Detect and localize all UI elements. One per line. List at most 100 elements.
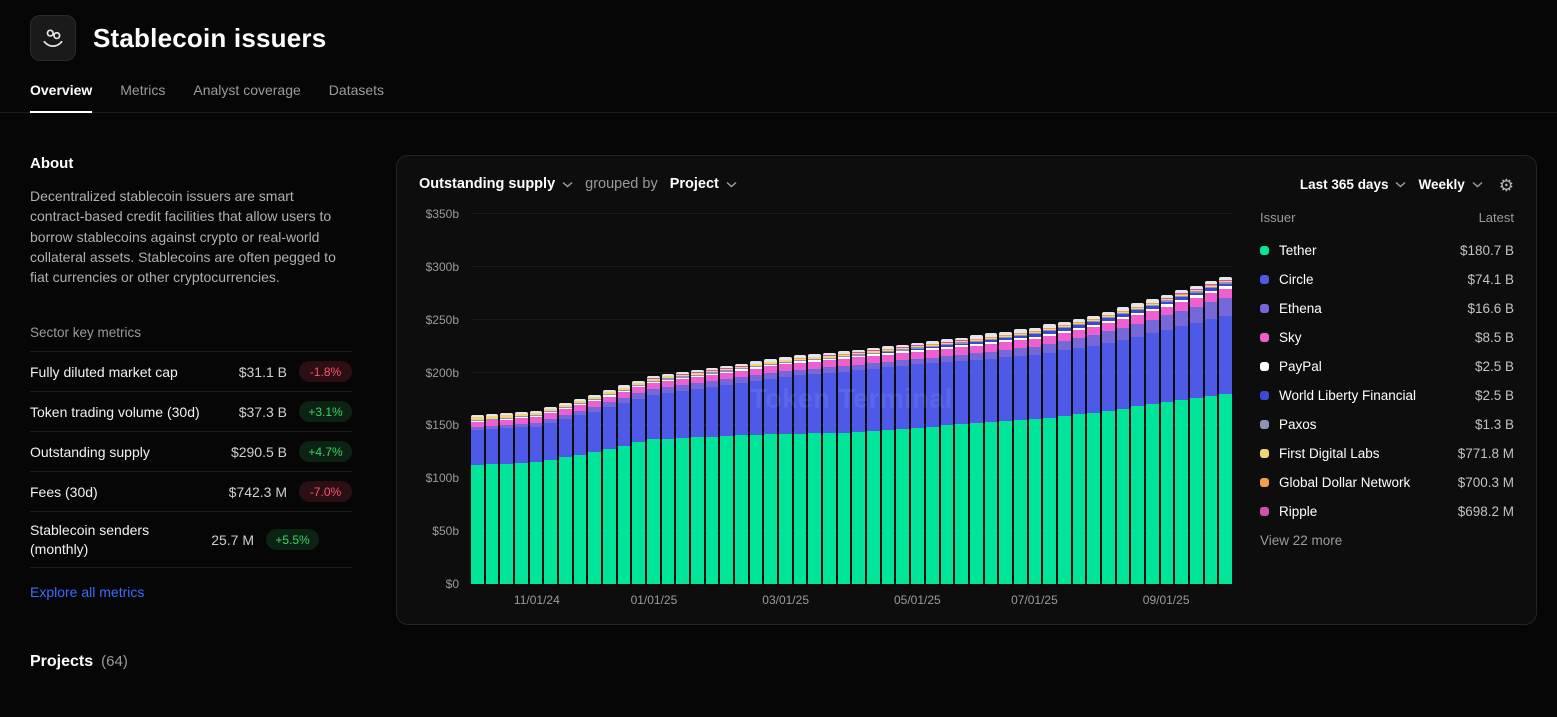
stacked-bar[interactable] xyxy=(808,214,822,584)
chart-settings-button[interactable]: ⚙ xyxy=(1495,175,1514,194)
stacked-bar[interactable] xyxy=(1219,214,1232,584)
bar-segment-circle xyxy=(500,428,514,464)
stacked-bar[interactable] xyxy=(749,214,763,584)
stacked-bar[interactable] xyxy=(881,214,895,584)
stacked-bar[interactable] xyxy=(676,214,690,584)
stacked-bar[interactable] xyxy=(1101,214,1115,584)
legend-issuer-name: PayPal xyxy=(1279,359,1322,374)
stacked-bar[interactable] xyxy=(1116,214,1130,584)
stacked-bar[interactable] xyxy=(852,214,866,584)
stacked-bar[interactable] xyxy=(925,214,939,584)
stacked-bar[interactable] xyxy=(647,214,660,584)
legend-issuer-name: Paxos xyxy=(1279,417,1317,432)
stacked-bar[interactable] xyxy=(984,214,998,584)
stacked-bar[interactable] xyxy=(1204,214,1218,584)
stacked-bar[interactable] xyxy=(720,214,734,584)
legend-row-ripple[interactable]: Ripple $698.2 M xyxy=(1260,497,1514,526)
bar-segment-paxos xyxy=(544,411,558,413)
stacked-bar[interactable] xyxy=(617,214,631,584)
projects-title-label: Projects xyxy=(30,653,94,670)
metric-selector[interactable]: Outstanding supply xyxy=(419,172,573,196)
interval-selector[interactable]: Weekly xyxy=(1418,173,1483,196)
stacked-bar[interactable] xyxy=(632,214,646,584)
explore-all-metrics-link[interactable]: Explore all metrics xyxy=(30,583,145,600)
bar-segment-first-digital-labs xyxy=(735,366,748,369)
bar-segment-first-digital-labs xyxy=(1116,311,1130,313)
legend-row-paypal[interactable]: PayPal $2.5 B xyxy=(1260,352,1514,381)
stacked-bar[interactable] xyxy=(1028,214,1042,584)
legend-row-sky[interactable]: Sky $8.5 B xyxy=(1260,323,1514,352)
stacked-bar[interactable] xyxy=(1013,214,1027,584)
x-axis-label: 09/01/25 xyxy=(1142,593,1190,607)
stacked-bar[interactable] xyxy=(823,214,836,584)
bar-segment-others xyxy=(911,342,924,346)
stacked-bar[interactable] xyxy=(544,214,558,584)
bar-segment-circle xyxy=(647,394,660,440)
view-more-link[interactable]: View 22 more xyxy=(1260,533,1343,548)
legend-row-tether[interactable]: Tether $180.7 B xyxy=(1260,236,1514,265)
stacked-bar[interactable] xyxy=(1087,214,1100,584)
stacked-bar[interactable] xyxy=(867,214,880,584)
bar-segment-first-digital-labs xyxy=(573,400,587,404)
stacked-bar[interactable] xyxy=(955,214,968,584)
stacked-bar[interactable] xyxy=(764,214,778,584)
stacked-bar[interactable] xyxy=(573,214,587,584)
stacked-bar[interactable] xyxy=(485,214,499,584)
bar-segment-world-liberty-financial xyxy=(1028,334,1042,337)
stacked-bar[interactable] xyxy=(735,214,748,584)
legend-latest-value: $16.6 B xyxy=(1467,301,1514,316)
stacked-bar[interactable] xyxy=(1189,214,1203,584)
stacked-bar[interactable] xyxy=(500,214,514,584)
bar-segment-sky xyxy=(984,343,998,352)
tab-analyst-coverage[interactable]: Analyst coverage xyxy=(193,82,301,98)
bar-segment-ethena xyxy=(661,387,675,393)
stacked-bar[interactable] xyxy=(588,214,602,584)
bar-segment-global-dollar-network xyxy=(1087,319,1100,320)
stacked-bar[interactable] xyxy=(940,214,954,584)
bar-segment-sky xyxy=(1219,288,1232,298)
legend-row-global-dollar-network[interactable]: Global Dollar Network $700.3 M xyxy=(1260,468,1514,497)
group-selector[interactable]: Project xyxy=(670,172,737,196)
legend-row-first-digital-labs[interactable]: First Digital Labs $771.8 M xyxy=(1260,439,1514,468)
stacked-bar[interactable] xyxy=(1145,214,1159,584)
legend-row-circle[interactable]: Circle $74.1 B xyxy=(1260,265,1514,294)
bar-segment-ethena xyxy=(603,402,616,408)
stacked-bar[interactable] xyxy=(691,214,704,584)
stacked-bar[interactable] xyxy=(837,214,851,584)
stacked-bar[interactable] xyxy=(896,214,910,584)
stacked-bar[interactable] xyxy=(1160,214,1174,584)
stacked-bar[interactable] xyxy=(1043,214,1056,584)
stacked-bar[interactable] xyxy=(1072,214,1086,584)
bar-segment-paypal xyxy=(603,395,616,397)
stacked-bar[interactable] xyxy=(1131,214,1144,584)
tab-datasets[interactable]: Datasets xyxy=(328,82,385,98)
bar-segment-ethena xyxy=(969,353,983,360)
stacked-bar[interactable] xyxy=(1057,214,1071,584)
stacked-bar[interactable] xyxy=(1175,214,1188,584)
bar-segment-sky xyxy=(896,353,910,361)
stacked-bar[interactable] xyxy=(705,214,719,584)
stacked-bar[interactable] xyxy=(661,214,675,584)
stacked-bar[interactable] xyxy=(999,214,1012,584)
stacked-bar[interactable] xyxy=(969,214,983,584)
stacked-bar[interactable] xyxy=(471,214,484,584)
bar-segment-paypal xyxy=(500,418,514,420)
stacked-bar[interactable] xyxy=(559,214,572,584)
stacked-bar[interactable] xyxy=(779,214,792,584)
bar-segment-sky xyxy=(837,358,851,367)
stacked-bar[interactable] xyxy=(515,214,528,584)
tab-overview[interactable]: Overview xyxy=(30,74,93,113)
legend-row-paxos[interactable]: Paxos $1.3 B xyxy=(1260,410,1514,439)
date-range-label: Last 365 days xyxy=(1299,176,1389,192)
date-range-selector[interactable]: Last 365 days xyxy=(1300,173,1407,196)
legend-row-world-liberty-financial[interactable]: World Liberty Financial $2.5 B xyxy=(1260,381,1514,410)
stacked-bar[interactable] xyxy=(603,214,616,584)
bar-segment-first-digital-labs xyxy=(779,360,792,362)
stacked-bar[interactable] xyxy=(793,214,807,584)
legend-row-ethena[interactable]: Ethena $16.6 B xyxy=(1260,294,1514,323)
bar-segment-first-digital-labs xyxy=(925,344,939,346)
stacked-bar[interactable] xyxy=(911,214,924,584)
stacked-bar[interactable] xyxy=(529,214,543,584)
bar-segment-global-dollar-network xyxy=(999,335,1012,336)
tab-metrics[interactable]: Metrics xyxy=(120,82,166,98)
